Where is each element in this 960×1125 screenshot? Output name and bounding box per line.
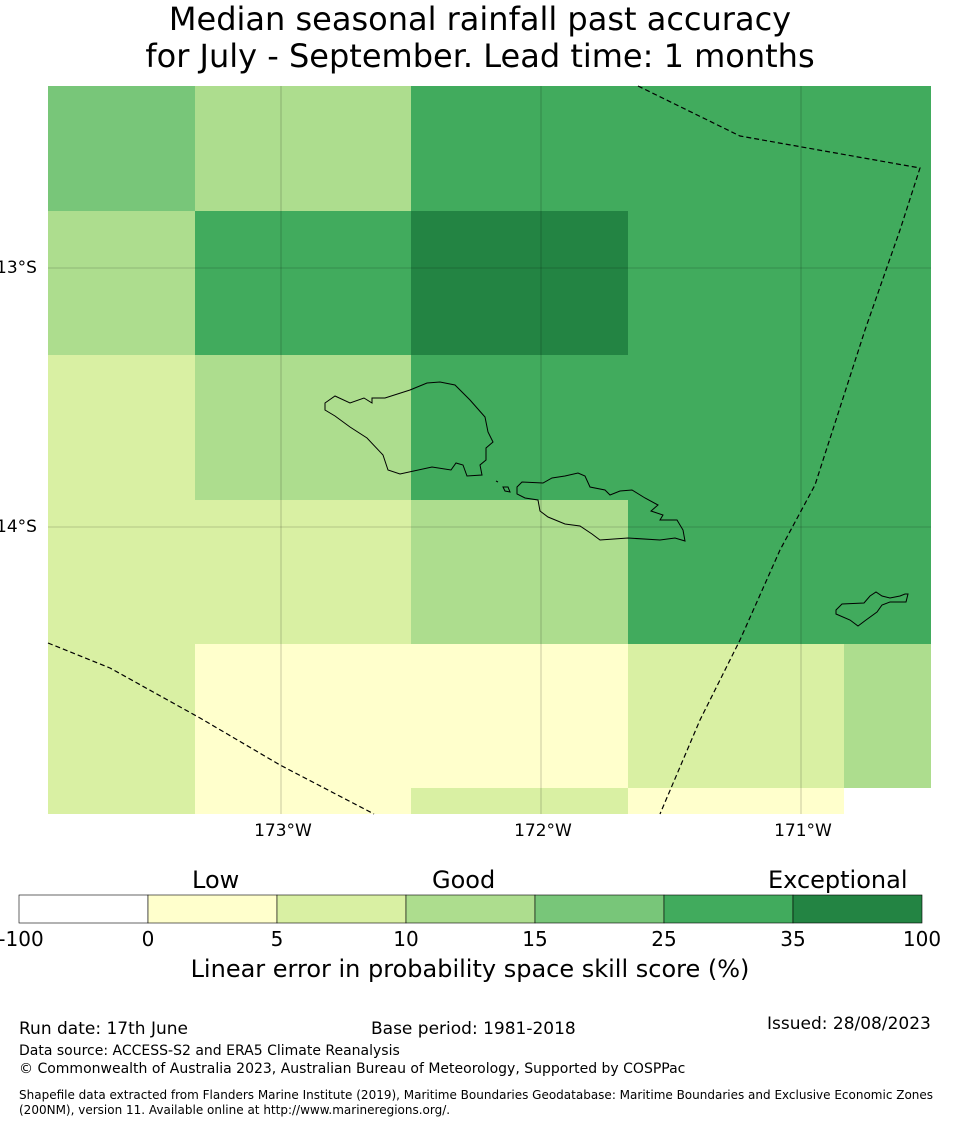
- coastlines: [324, 381, 909, 627]
- grid-cell: [844, 355, 931, 500]
- tutuila-island: [835, 591, 909, 627]
- eez-boundary-south: [47, 642, 375, 815]
- grid-cell: [844, 644, 931, 788]
- grid-cell: [844, 211, 931, 355]
- grid-cell: [48, 86, 195, 211]
- colorbar-tick: -100: [0, 927, 44, 951]
- grid-cell: [736, 355, 844, 500]
- grid-cell: [736, 86, 844, 211]
- grid-cell: [195, 500, 411, 644]
- grid-cell: [48, 788, 195, 814]
- colorbar-segment: [147, 894, 278, 924]
- eez-boundaries: [47, 85, 921, 815]
- grid-cell: [736, 500, 844, 644]
- grid-cell: [736, 644, 844, 788]
- upolu-island: [516, 472, 686, 542]
- grid-cell: [628, 644, 736, 788]
- data-source: Data source: ACCESS-S2 and ERA5 Climate …: [19, 1043, 400, 1059]
- colorbar-segment: [18, 894, 149, 924]
- colorbar-segment: [792, 894, 923, 924]
- grid-cell: [48, 355, 195, 500]
- grid-cell: [48, 500, 195, 644]
- grid-cell: [48, 211, 195, 355]
- grid-cell: [411, 211, 628, 355]
- colorbar-title: Linear error in probability space skill …: [190, 955, 750, 983]
- grid-cell: [411, 500, 628, 644]
- grid-cell: [628, 86, 736, 211]
- grid-cell: [628, 788, 736, 814]
- legend-category-exceptional: Exceptional: [768, 866, 908, 894]
- map-title-line-2: for July - September. Lead time: 1 month…: [145, 37, 815, 75]
- issued-date: Issued: 28/08/2023: [767, 1014, 931, 1034]
- grid-cell: [195, 644, 411, 788]
- base-period: Base period: 1981-2018: [371, 1019, 576, 1039]
- grid-cell: [628, 355, 736, 500]
- colorbar-segment: [276, 894, 407, 924]
- grid-cell: [736, 788, 844, 814]
- grid-cell: [195, 355, 411, 500]
- grid-cell: [844, 788, 931, 814]
- colorbar-tick: 25: [651, 927, 677, 951]
- colorbar-tick: 5: [270, 927, 284, 951]
- grid-cell: [844, 86, 931, 211]
- shapefile-credit-line-1: Shapefile data extracted from Flanders M…: [19, 1088, 934, 1102]
- lat-label-14s: 14°S: [0, 517, 37, 537]
- colorbar-tick: 100: [902, 927, 942, 951]
- shapefile-credit-line-2: (200NM), version 11. Available online at…: [19, 1103, 451, 1117]
- grid-cell: [195, 86, 411, 211]
- map-title-line-1: Median seasonal rainfall past accuracy: [168, 0, 792, 38]
- grid-cell: [411, 788, 628, 814]
- colorbar: [18, 894, 923, 924]
- legend-category-low: Low: [192, 866, 240, 894]
- lon-label-172w: 172°W: [514, 821, 572, 841]
- savaii-island: [324, 381, 494, 477]
- grid-cell: [411, 644, 628, 788]
- grid-cell: [195, 788, 411, 814]
- grid-cell: [411, 355, 628, 500]
- skill-grid: [48, 86, 931, 814]
- lon-label-173w: 173°W: [254, 821, 312, 841]
- grid-cell: [48, 644, 195, 788]
- lat-label-13s: 13°S: [0, 258, 37, 278]
- eez-boundary-north: [637, 85, 921, 815]
- colorbar-segment: [405, 894, 536, 924]
- grid-cell: [628, 211, 736, 355]
- grid-cell: [844, 500, 931, 644]
- copyright: © Commonwealth of Australia 2023, Austra…: [19, 1061, 686, 1077]
- apolima-islet: [495, 480, 499, 483]
- grid-cell: [195, 211, 411, 355]
- colorbar-segment: [534, 894, 665, 924]
- colorbar-tick: 0: [141, 927, 155, 951]
- grid-cell: [411, 86, 628, 211]
- colorbar-segment: [663, 894, 794, 924]
- lon-label-171w: 171°W: [774, 821, 832, 841]
- run-date: Run date: 17th June: [19, 1019, 188, 1039]
- grid-cell: [628, 500, 736, 644]
- colorbar-tick: 35: [780, 927, 806, 951]
- manono-islet: [502, 486, 511, 493]
- legend-category-good: Good: [432, 866, 496, 894]
- grid-cell: [736, 211, 844, 355]
- graticule: [48, 86, 931, 814]
- colorbar-tick: 15: [522, 927, 548, 951]
- colorbar-tick: 10: [393, 927, 419, 951]
